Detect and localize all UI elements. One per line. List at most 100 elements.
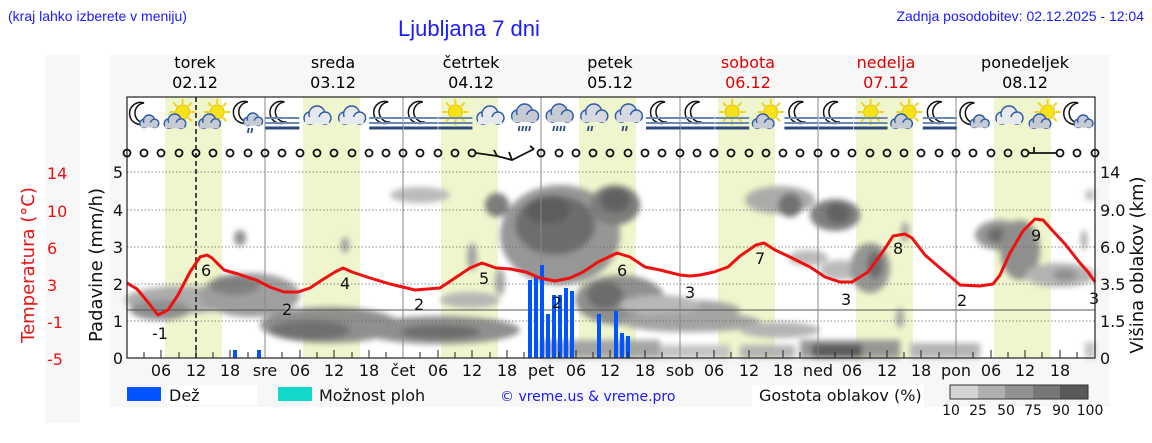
svg-text:-1: -1: [152, 324, 168, 343]
x-tick: 06: [428, 361, 448, 380]
cloud-density-scale: [949, 384, 1089, 400]
day-date: 04.12: [448, 73, 494, 92]
day-name: sobota: [720, 53, 776, 72]
sun-cloud-icon: [1028, 99, 1061, 130]
last-update: Zadnja posodobitev: 02.12.2025 - 12:04: [896, 8, 1144, 24]
sun-cloud-icon: [198, 99, 231, 130]
svg-text:3: 3: [841, 290, 851, 309]
sun-fog-icon: [438, 99, 473, 130]
weather-icon-row: [128, 99, 1094, 134]
cloud-height-tick: 6.0: [1100, 238, 1125, 257]
moon-fog-icon: [680, 100, 715, 130]
x-tick: 12: [877, 361, 897, 380]
temp-tick: -5: [47, 350, 63, 369]
page-title: Ljubljana 7 dni: [398, 16, 540, 41]
day-label-sat: sobota 06.12: [688, 53, 808, 93]
precip-tick: 1: [113, 312, 123, 331]
x-tick: 12: [462, 361, 482, 380]
day-date: 07.12: [863, 73, 909, 92]
cloud-icon: [303, 105, 332, 125]
x-tick: 12: [739, 361, 759, 380]
day-name: petek: [587, 53, 633, 72]
sun-cloud-icon: [890, 99, 923, 130]
moon-cloud-icon: [959, 101, 990, 129]
x-tick: pon: [941, 361, 971, 380]
density-tick: 100: [1077, 403, 1104, 419]
x-tick: sre: [253, 361, 277, 380]
x-tick: sob: [666, 361, 694, 380]
x-tick: 06: [704, 361, 724, 380]
legend-density-bg: [752, 385, 924, 407]
copyright-text: © vreme.us & vreme.pro: [500, 389, 675, 405]
x-tick: 18: [220, 361, 240, 380]
svg-text:4: 4: [340, 274, 350, 293]
cloud-rain-icon: [510, 103, 540, 132]
svg-text:2: 2: [282, 300, 292, 319]
svg-text:9: 9: [1031, 226, 1041, 245]
cloud-icon: [337, 105, 367, 125]
x-tick-labels: 06 12 18 sre 06 12 18 čet 06 12 18 pet 0…: [151, 361, 1070, 380]
cloud-icon: [476, 105, 505, 125]
x-tick: 12: [600, 361, 620, 380]
wind-barbs: [475, 145, 1056, 161]
day-label-fri: petek 05.12: [550, 53, 670, 93]
temperature-point-labels: -1 6 2 4 2 5 2 6 3 7 3 8 2 9 3: [152, 226, 1099, 343]
svg-text:3: 3: [685, 283, 695, 302]
x-tick: 06: [151, 361, 171, 380]
density-tick: 50: [997, 403, 1015, 419]
precip-tick: 0: [113, 349, 123, 368]
precip-tick: 2: [113, 275, 123, 294]
density-tick: 10: [942, 403, 960, 419]
x-tick: 18: [1050, 361, 1070, 380]
moon-cloud-rain-icon: [232, 100, 264, 134]
svg-text:7: 7: [755, 249, 765, 268]
x-tick: 18: [359, 361, 379, 380]
day-name: sreda: [310, 53, 356, 72]
temp-tick: 6: [47, 239, 57, 258]
legend-rain-bg: [167, 385, 257, 405]
cloud-height-tick: 14: [1100, 163, 1120, 182]
x-tick: 18: [497, 361, 517, 380]
svg-text:6: 6: [617, 261, 627, 280]
day-label-tue: torek 02.12: [135, 53, 255, 93]
legend-showers-label: Možnost ploh: [319, 386, 425, 405]
moon-cloud-icon: [128, 101, 160, 129]
day-date: 05.12: [587, 73, 633, 92]
legend-rain-label: Dež: [169, 386, 200, 405]
moon-cloud-icon: [1063, 101, 1094, 129]
wind-calm-markers: [122, 148, 1100, 158]
precip-tick: 4: [113, 201, 123, 220]
x-minor-ticks: [143, 350, 1078, 358]
sun-fog-icon: [853, 99, 888, 130]
moon-fog-icon: [922, 100, 957, 130]
moon-fog-icon: [784, 100, 819, 130]
day-name: torek: [174, 53, 216, 72]
x-tick: 06: [842, 361, 862, 380]
x-tick: 12: [324, 361, 344, 380]
legend-showers-swatch: [278, 387, 312, 401]
sun-cloud-icon: [751, 99, 784, 130]
density-tick: 75: [1024, 403, 1042, 419]
legend: Dež Možnost ploh © vreme.us & vreme.pro …: [127, 384, 1104, 419]
cloud-drizzle-icon: [614, 103, 644, 132]
x-tick: 18: [911, 361, 931, 380]
cloud-height-tick: 0: [1100, 349, 1110, 368]
temp-tick: 3: [47, 276, 57, 295]
x-tick: pet: [528, 361, 554, 380]
moon-fog-icon: [403, 100, 438, 130]
plot-frame: [126, 96, 1096, 359]
cloud-height-tick: 3.5: [1100, 275, 1125, 294]
temperature-axis-panel: [45, 55, 80, 423]
x-tick: čet: [391, 361, 416, 380]
precip-tick: 3: [113, 238, 123, 257]
day-date: 06.12: [725, 73, 771, 92]
density-tick: 90: [1052, 403, 1070, 419]
temperature-axis-ticks: 14 10 6 3 -1 -5: [47, 164, 67, 369]
temp-tick: 14: [47, 164, 67, 183]
legend-cloud-density-label: Gostota oblakov (%): [759, 386, 922, 405]
temperature-axis-label: Temperatura (°C): [18, 187, 39, 344]
day-label-wed: sreda 03.12: [273, 53, 393, 93]
svg-text:5: 5: [479, 269, 489, 288]
day-name: četrtek: [442, 53, 500, 72]
